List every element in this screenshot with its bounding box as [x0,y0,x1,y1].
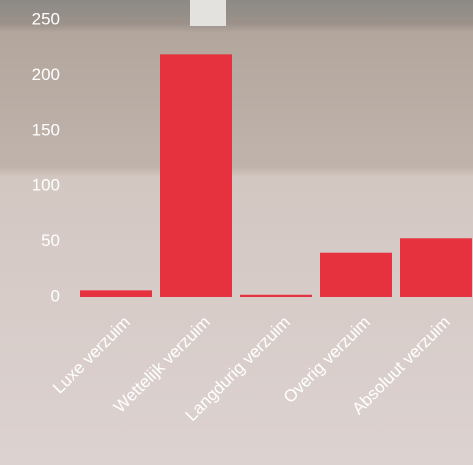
background-detail [190,0,226,26]
y-tick-label: 150 [32,120,60,139]
bar [320,252,392,297]
bar [80,290,152,297]
bar [160,54,232,298]
bar [400,238,472,297]
y-tick-label: 200 [32,65,60,84]
bar [240,294,312,297]
y-tick-label: 0 [51,286,60,305]
y-tick-label: 100 [32,176,60,195]
y-tick-label: 250 [32,9,60,28]
y-tick-label: 50 [41,231,60,250]
